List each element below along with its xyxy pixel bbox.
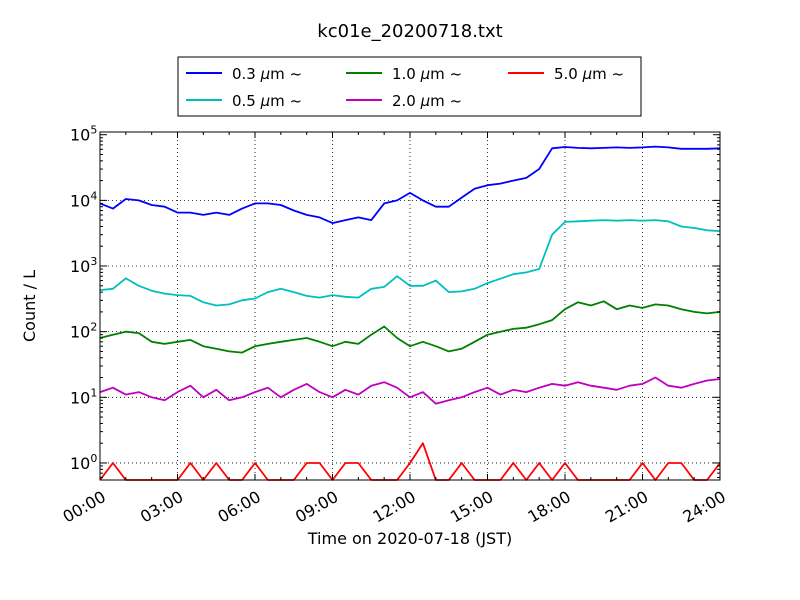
y-tick-label: 102	[70, 321, 97, 342]
y-axis-title: Count / L	[20, 270, 39, 342]
chart-legend: 0.3 μm ~ 0.5 μm ~ 1.0 μm ~ 2.0 μm ~ 5.0 μm ~	[177, 56, 642, 117]
series-line-0-5-um	[99, 219, 721, 307]
series-line-1-0-um	[99, 300, 721, 354]
legend-label: 0.5 μm ~	[232, 92, 302, 110]
y-tick-label: 104	[70, 189, 97, 210]
legend-item-1-0-um: 1.0 μm ~	[346, 65, 462, 83]
legend-frame	[177, 56, 642, 117]
x-tick-label: 03:00	[137, 487, 186, 527]
x-axis: 00:00 03:00 06:00 09:00 12:00 15:00 18:00 21:00…	[59, 132, 729, 527]
y-tick-label: 105	[70, 124, 97, 145]
legend-item-0-5-um: 0.5 μm ~	[186, 92, 302, 110]
legend-label: 2.0 μm ~	[392, 92, 462, 110]
x-tick-label: 00:00	[59, 487, 108, 527]
legend-item-0-3-um: 0.3 μm ~	[186, 65, 302, 83]
y-tick-label: 101	[70, 386, 97, 407]
legend-item-2-0-um: 2.0 μm ~	[346, 92, 462, 110]
legend-label: 0.3 μm ~	[232, 65, 302, 83]
x-tick-label: 18:00	[524, 487, 573, 527]
legend-label: 5.0 μm ~	[554, 65, 624, 83]
series-line-2-0-um	[99, 376, 721, 405]
x-tick-label: 09:00	[292, 487, 341, 527]
legend-label: 1.0 μm ~	[392, 65, 462, 83]
x-tick-label: 06:00	[214, 487, 263, 527]
legend-item-5-0-um: 5.0 μm ~	[508, 65, 624, 83]
y-tick-label: 103	[70, 255, 97, 276]
x-tick-label: 24:00	[679, 487, 728, 527]
y-axis: 100 101 102 103 104 105	[70, 124, 720, 479]
x-tick-label: 15:00	[447, 487, 496, 527]
grid-lines	[100, 132, 720, 480]
series-line-0-3-um	[99, 145, 721, 225]
chart-title: kc01e_20200718.txt	[317, 21, 502, 42]
x-axis-title: Time on 2020-07-18 (JST)	[307, 529, 512, 548]
x-tick-label: 12:00	[369, 487, 418, 527]
x-tick-label: 21:00	[602, 487, 651, 527]
y-tick-label: 100	[70, 452, 97, 473]
